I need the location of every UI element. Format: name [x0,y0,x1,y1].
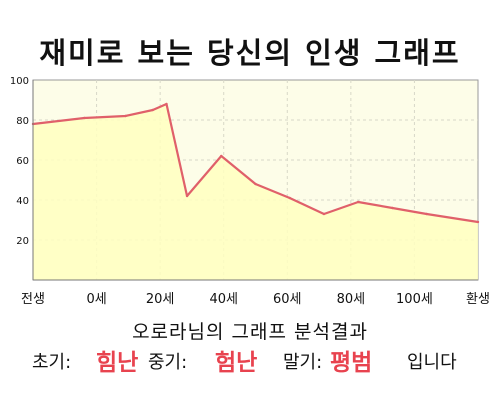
data-point [165,102,168,106]
x-tick-label: 40세 [209,292,238,307]
early-value: 힘난 [96,350,139,376]
late-value: 평범 [330,350,373,376]
x-tick-label: 60세 [273,292,302,307]
chart-title: 재미로 보는 당신의 인생 그래프 [39,36,461,70]
x-tick-label: 환생 [466,292,490,307]
data-point [254,182,257,186]
ending-text: 입니다 [407,352,457,373]
data-point [425,212,428,216]
data-point [185,194,189,198]
analysis-heading: 오로라님의 그래프 분석결과 [132,321,368,343]
y-tick-label: 40 [16,196,29,207]
data-point [124,114,127,118]
analysis-result: 초기: 힘난 중기: 험난 말기: 평범 입니다 [0,345,500,381]
data-point [476,220,480,224]
plot-area: 20 40 60 80 100 전생 0세 20세 40세 60세 80세 100세 환생 [10,76,490,307]
middle-label: 중기: [148,352,188,373]
data-point [220,154,223,158]
x-tick-label: 전생 [21,292,45,307]
early-label: 초기: [32,352,72,373]
x-tick-label: 80세 [337,292,366,307]
x-tick-label: 20세 [146,292,175,307]
y-tick-label: 60 [16,156,29,167]
area-fill [33,104,478,280]
x-tick-label: 0세 [86,292,106,307]
data-point [288,196,291,200]
y-tick-label: 80 [16,116,29,127]
data-point [356,200,360,204]
data-point [83,116,86,120]
y-tick-label: 100 [10,76,29,87]
data-point [151,108,155,112]
data-point [322,212,326,216]
data-point [391,206,394,210]
series-line [32,102,479,224]
late-label: 말기: [283,352,323,373]
life-graph-chart: 20 40 60 80 100 전생 0세 20세 40세 60세 80세 100세 환생 [10,76,490,307]
x-tick-label: 100세 [396,292,433,307]
y-tick-label: 20 [16,236,29,247]
middle-value: 험난 [215,350,258,376]
